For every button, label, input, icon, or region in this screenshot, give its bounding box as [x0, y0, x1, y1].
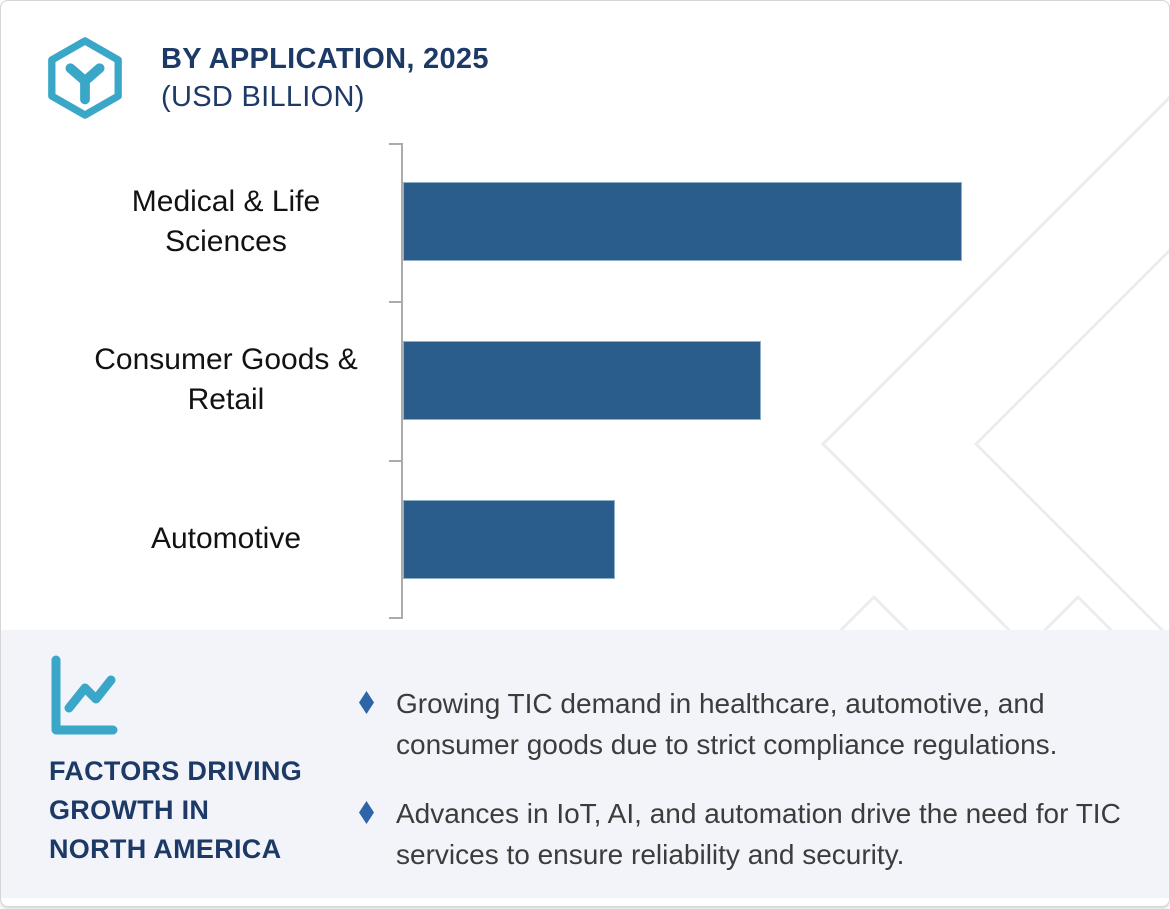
bar-automotive [403, 500, 615, 579]
category-label-text: Automotive [150, 522, 302, 555]
category-label-text: Medical & Life Sciences [131, 185, 321, 258]
category-axis-line [401, 143, 403, 619]
diamond-bullet-icon [359, 691, 374, 714]
hexagon-cube-icon [48, 37, 122, 119]
chart-title: BY APPLICATION, 2025 [161, 43, 489, 75]
factors-panel: FACTORS DRIVING GROWTH IN NORTH AMERICA … [1, 630, 1169, 898]
panel-heading: FACTORS DRIVING GROWTH IN NORTH AMERICA [49, 756, 303, 864]
bullet-item: Growing TIC demand in healthcare, automo… [359, 683, 1131, 765]
bullet-list: Growing TIC demand in healthcare, automo… [359, 683, 1131, 903]
diamond-bullet-icon [359, 801, 374, 824]
category-label: Medical & Life Sciences [86, 143, 366, 301]
axis-tick [389, 301, 403, 303]
category-label-text: Consumer Goods & Retail [94, 343, 358, 416]
header: BY APPLICATION, 2025 (USD BILLION) [45, 37, 489, 119]
axis-tick [389, 617, 403, 619]
axis-tick [389, 460, 403, 462]
category-label: Consumer Goods & Retail [86, 301, 366, 459]
bar-medical-life-sciences [403, 182, 962, 261]
axis-tick [389, 143, 403, 145]
chart-subtitle: (USD BILLION) [161, 81, 365, 113]
bullet-text: Growing TIC demand in healthcare, automo… [396, 688, 1058, 760]
bullet-item: Advances in IoT, AI, and automation driv… [359, 793, 1131, 875]
chart-title-block: BY APPLICATION, 2025 (USD BILLION) [161, 40, 489, 116]
bullet-text: Advances in IoT, AI, and automation driv… [396, 798, 1121, 870]
category-label: Automotive [86, 460, 366, 618]
bar-consumer-goods-retail [403, 341, 761, 420]
line-chart-icon [51, 655, 118, 735]
